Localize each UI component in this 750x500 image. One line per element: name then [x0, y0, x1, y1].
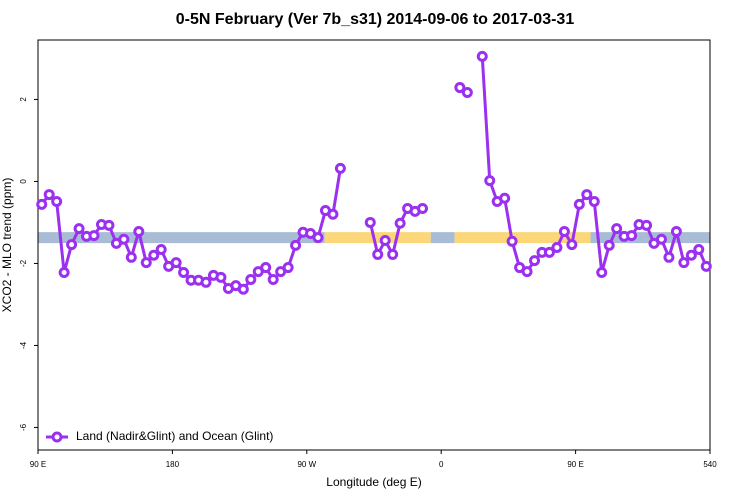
data-point — [125, 251, 137, 263]
legend-label: Land (Nadir&Glint) and Ocean (Glint) — [76, 429, 273, 443]
data-point — [499, 192, 511, 204]
data-point — [282, 262, 294, 274]
data-point — [417, 203, 429, 215]
data-point — [670, 225, 682, 237]
x-axis-label: Longitude (deg E) — [326, 475, 421, 489]
data-point — [655, 233, 667, 245]
data-point — [641, 219, 653, 231]
data-point — [387, 248, 399, 260]
data-point — [334, 162, 346, 174]
data-point — [327, 208, 339, 220]
x-tick-label: 0 — [439, 460, 444, 469]
data-point — [200, 276, 212, 288]
series-line — [40, 168, 342, 291]
data-point — [133, 225, 145, 237]
data-point — [566, 239, 578, 251]
data-point — [178, 266, 190, 278]
data-point — [140, 257, 152, 269]
data-point — [521, 266, 533, 278]
plot-frame — [37, 39, 711, 451]
y-axis-label: XCO2 - MLO trend (ppm) — [0, 178, 14, 313]
data-point — [51, 196, 63, 208]
data-point — [558, 225, 570, 237]
legend-marker — [51, 431, 63, 443]
x-tick-label: 90 E — [30, 460, 46, 469]
data-point — [506, 235, 518, 247]
data-point — [364, 216, 376, 228]
data-point — [611, 223, 623, 235]
data-point — [267, 273, 279, 285]
data-point — [476, 50, 488, 62]
data-point — [603, 239, 615, 251]
data-point — [43, 189, 55, 201]
data-point — [484, 175, 496, 187]
x-tick-label: 180 — [166, 460, 180, 469]
data-point — [73, 223, 85, 235]
data-point — [312, 232, 324, 244]
data-point — [118, 233, 130, 245]
y-tick-label: 2 — [19, 97, 28, 102]
data-point — [461, 86, 473, 98]
data-point — [543, 246, 555, 258]
x-tick-label: 90 W — [297, 460, 316, 469]
y-tick-label: -2 — [19, 259, 28, 267]
x-tick-label: 540 — [703, 460, 717, 469]
data-point — [700, 260, 712, 272]
data-point — [372, 248, 384, 260]
y-tick-label: -4 — [19, 341, 28, 349]
data-point — [237, 283, 249, 295]
data-point — [678, 257, 690, 269]
data-point — [66, 239, 78, 251]
data-point — [260, 262, 272, 274]
data-point — [58, 266, 70, 278]
data-point — [581, 189, 593, 201]
x-tick-label: 90 E — [567, 460, 583, 469]
data-point — [596, 266, 608, 278]
y-tick-label: 0 — [19, 179, 28, 184]
data-point — [290, 239, 302, 251]
data-point — [551, 241, 563, 253]
data-point — [148, 249, 160, 261]
data-point — [693, 244, 705, 256]
data-point — [103, 219, 115, 231]
data-point — [36, 198, 48, 210]
data-point — [170, 257, 182, 269]
data-point — [663, 251, 675, 263]
data-point — [529, 255, 541, 267]
data-point — [245, 273, 257, 285]
data-point — [685, 249, 697, 261]
data-point — [588, 196, 600, 208]
data-point — [394, 217, 406, 229]
data-point — [573, 198, 585, 210]
data-point — [379, 234, 391, 246]
data-point — [454, 82, 466, 94]
data-point — [626, 230, 638, 242]
chart-title: 0-5N February (Ver 7b_s31) 2014-09-06 to… — [176, 11, 575, 28]
data-point — [88, 230, 100, 242]
y-tick-label: -6 — [19, 423, 28, 431]
data-point — [155, 244, 167, 256]
data-point — [215, 271, 227, 283]
